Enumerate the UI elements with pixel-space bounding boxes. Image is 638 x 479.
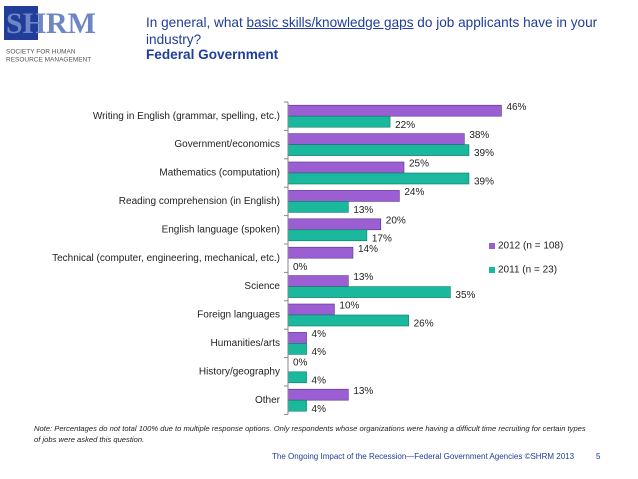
- bar: [287, 115, 391, 128]
- value-label: 13%: [353, 272, 373, 283]
- category-label: Writing in English (grammar, spelling, e…: [93, 111, 280, 122]
- value-label: 25%: [409, 159, 429, 170]
- logo-square: [4, 6, 38, 40]
- legend-label: 2011 (n = 23): [498, 265, 557, 276]
- value-label: 0%: [293, 357, 308, 368]
- bar: [287, 399, 307, 412]
- value-label: 4%: [312, 329, 327, 340]
- category-label: Mathematics (computation): [159, 168, 280, 179]
- note: Note: Percentages do not total 100% due …: [34, 424, 586, 444]
- bar: [287, 246, 354, 259]
- bar: [287, 371, 307, 384]
- value-label: 26%: [414, 319, 434, 330]
- bar: [287, 104, 502, 117]
- legend-swatch: [489, 267, 495, 273]
- value-label: 39%: [474, 148, 494, 159]
- category-label: Science: [244, 281, 280, 292]
- page-number: 5: [596, 452, 601, 461]
- value-label: 4%: [312, 375, 327, 386]
- category-label: Humanities/arts: [211, 338, 280, 349]
- value-label: 0%: [293, 262, 308, 273]
- value-label: 4%: [312, 404, 327, 415]
- value-label: 35%: [455, 290, 475, 301]
- category-label: Technical (computer, engineering, mechan…: [52, 253, 280, 264]
- value-label: 39%: [474, 177, 494, 188]
- bar: [287, 275, 349, 287]
- logo-name: SHRM: [6, 7, 96, 40]
- value-label: 38%: [469, 130, 489, 141]
- value-label: 46%: [506, 102, 526, 113]
- value-label: 24%: [404, 187, 424, 198]
- legend-swatch: [489, 243, 495, 249]
- category-label: Reading comprehension (in English): [119, 196, 280, 207]
- category-label: Government/economics: [174, 139, 280, 150]
- chart-subtitle: Federal Government: [146, 47, 279, 62]
- bar: [287, 286, 451, 298]
- bar: [287, 388, 349, 401]
- value-label: 13%: [353, 205, 373, 216]
- chart: Writing in English (grammar, spelling, e…: [52, 101, 563, 415]
- title-part: In general, what: [146, 15, 247, 30]
- category-label: English language (spoken): [162, 224, 280, 235]
- value-label: 22%: [395, 120, 415, 131]
- bar: [287, 133, 465, 145]
- title-part: do job applicants have in your industry?: [146, 15, 598, 47]
- bar: [287, 218, 382, 231]
- logo: SHRM SOCIETY FOR HUMAN RESOURCE MANAGEME…: [4, 6, 96, 64]
- category-label: Other: [255, 395, 281, 406]
- bar: [287, 161, 405, 174]
- value-label: 14%: [358, 244, 378, 255]
- bar: [287, 144, 470, 156]
- value-label: 4%: [312, 347, 327, 358]
- bar: [287, 229, 368, 242]
- legend-label: 2012 (n = 108): [498, 241, 563, 252]
- footer: The Ongoing Impact of the Recession—Fede…: [272, 452, 575, 461]
- value-label: 20%: [386, 215, 406, 226]
- bar: [287, 172, 470, 185]
- bar: [287, 201, 349, 213]
- bar: [287, 190, 400, 202]
- bar: [287, 314, 409, 327]
- category-label: Foreign languages: [197, 310, 280, 321]
- value-label: 13%: [353, 386, 373, 397]
- bar: [287, 332, 307, 344]
- chart-title: In general, what basic skills/knowledge …: [146, 14, 616, 48]
- value-label: 10%: [339, 301, 359, 312]
- bar: [287, 343, 307, 355]
- bar: [287, 303, 335, 316]
- title-part: basic skills/knowledge gaps: [246, 15, 414, 30]
- logo-tagline: SOCIETY FOR HUMAN: [6, 49, 76, 56]
- value-label: 17%: [372, 233, 392, 244]
- category-label: History/geography: [199, 366, 280, 377]
- logo-tagline: RESOURCE MANAGEMENT: [6, 57, 91, 64]
